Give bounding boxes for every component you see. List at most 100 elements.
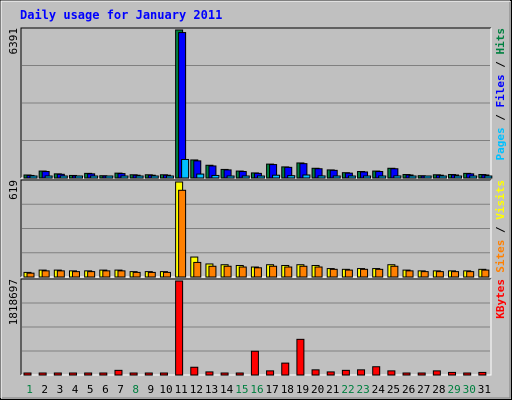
bar-pages-day-30 bbox=[469, 175, 478, 179]
day-label-5: 5 bbox=[87, 383, 94, 396]
bar-kbytes-day-12 bbox=[190, 366, 199, 376]
bar-sites-day-21 bbox=[329, 268, 338, 278]
bar-sites-day-28 bbox=[435, 271, 444, 278]
bar-sites-day-26 bbox=[405, 270, 414, 278]
bar-kbytes-day-18 bbox=[281, 362, 290, 376]
chart-title: Daily usage for January 2011 bbox=[20, 8, 222, 22]
bar-sites-day-16 bbox=[253, 267, 262, 278]
bar-kbytes-day-16 bbox=[250, 350, 259, 376]
bar-pages-day-27 bbox=[423, 175, 432, 179]
bar-pages-day-13 bbox=[211, 174, 220, 179]
day-label-23: 23 bbox=[357, 383, 370, 396]
bar-pages-day-23 bbox=[363, 175, 372, 179]
bar-pages-day-8 bbox=[135, 175, 144, 179]
bar-sites-day-13 bbox=[208, 265, 217, 278]
bar-pages-day-10 bbox=[165, 175, 174, 179]
day-label-27: 27 bbox=[417, 383, 430, 396]
bar-sites-day-22 bbox=[344, 269, 353, 278]
legend-item: Files bbox=[494, 74, 507, 107]
bar-pages-day-31 bbox=[484, 175, 493, 179]
bar-sites-day-31 bbox=[481, 269, 490, 278]
bar-sites-day-9 bbox=[147, 271, 156, 278]
day-label-17: 17 bbox=[266, 383, 279, 396]
legend-item: / bbox=[494, 220, 507, 240]
day-label-9: 9 bbox=[148, 383, 155, 396]
bar-pages-day-18 bbox=[287, 175, 296, 179]
bar-kbytes-day-24 bbox=[372, 366, 381, 376]
bar-sites-day-23 bbox=[360, 268, 369, 278]
panel-hits-files-pages-legend: Pages / Files / Hits bbox=[494, 28, 507, 161]
day-label-20: 20 bbox=[311, 383, 324, 396]
bar-sites-day-7 bbox=[117, 270, 126, 278]
bar-sites-day-27 bbox=[420, 271, 429, 278]
panel-visits-sites-max-label: 619 bbox=[7, 180, 20, 200]
bar-sites-day-24 bbox=[375, 268, 384, 278]
bar-kbytes-day-30 bbox=[463, 372, 472, 376]
day-label-16: 16 bbox=[250, 383, 263, 396]
day-label-12: 12 bbox=[190, 383, 203, 396]
bar-sites-day-12 bbox=[193, 261, 202, 278]
panel-visits-sites-border-top bbox=[20, 179, 491, 277]
day-label-25: 25 bbox=[387, 383, 400, 396]
legend-item: / bbox=[494, 55, 507, 75]
bar-kbytes-day-4 bbox=[68, 372, 77, 376]
bar-sites-day-29 bbox=[451, 271, 460, 278]
bar-kbytes-day-20 bbox=[311, 369, 320, 376]
bar-kbytes-day-21 bbox=[326, 371, 335, 376]
bar-sites-day-14 bbox=[223, 265, 232, 278]
bar-sites-day-5 bbox=[87, 271, 96, 278]
bar-pages-day-26 bbox=[408, 175, 417, 179]
day-label-31: 31 bbox=[478, 383, 491, 396]
bar-kbytes-day-22 bbox=[341, 369, 350, 376]
bar-kbytes-day-28 bbox=[432, 370, 441, 376]
bar-kbytes-day-13 bbox=[205, 371, 214, 376]
day-label-4: 4 bbox=[72, 383, 79, 396]
bar-kbytes-day-15 bbox=[235, 372, 244, 376]
bar-pages-day-3 bbox=[59, 175, 68, 179]
legend-item: Pages bbox=[494, 127, 507, 160]
bar-pages-day-12 bbox=[196, 173, 205, 179]
bar-sites-day-6 bbox=[102, 270, 111, 278]
bar-sites-day-20 bbox=[314, 266, 323, 278]
bar-kbytes-day-27 bbox=[417, 372, 426, 376]
bar-kbytes-day-29 bbox=[448, 371, 457, 376]
panel-hits-files-pages-max-label: 6391 bbox=[7, 28, 20, 55]
legend-item: / bbox=[494, 108, 507, 128]
frame-highlight bbox=[0, 0, 510, 398]
bar-pages-day-28 bbox=[438, 175, 447, 179]
bar-pages-day-21 bbox=[332, 175, 341, 179]
bar-pages-day-1 bbox=[29, 175, 38, 179]
bar-pages-day-5 bbox=[90, 175, 99, 179]
day-label-11: 11 bbox=[175, 383, 188, 396]
bar-pages-day-19 bbox=[302, 174, 311, 179]
bar-kbytes-day-25 bbox=[387, 370, 396, 376]
legend-item: Visits bbox=[494, 180, 507, 220]
day-label-19: 19 bbox=[296, 383, 309, 396]
bar-files-day-11 bbox=[178, 32, 187, 179]
legend-item: Hits bbox=[494, 28, 507, 55]
day-label-29: 29 bbox=[447, 383, 460, 396]
bar-sites-day-2 bbox=[41, 270, 50, 278]
frame-shadow bbox=[2, 2, 511, 399]
day-label-14: 14 bbox=[220, 383, 234, 396]
bar-kbytes-day-6 bbox=[99, 372, 108, 376]
day-label-7: 7 bbox=[117, 383, 124, 396]
day-label-10: 10 bbox=[159, 383, 172, 396]
bar-sites-day-10 bbox=[162, 271, 171, 278]
bar-kbytes-day-5 bbox=[84, 372, 93, 376]
bar-pages-day-6 bbox=[105, 175, 114, 179]
bar-kbytes-day-7 bbox=[114, 369, 123, 376]
bar-sites-day-4 bbox=[71, 271, 80, 278]
panel-kbytes-max-label: 1818697 bbox=[7, 279, 20, 325]
day-label-1: 1 bbox=[26, 383, 33, 396]
panel-kbytes-legend: KBytes bbox=[494, 279, 507, 319]
day-label-24: 24 bbox=[372, 383, 386, 396]
bar-sites-day-18 bbox=[284, 266, 293, 278]
bar-pages-day-22 bbox=[347, 175, 356, 179]
bar-pages-day-9 bbox=[150, 175, 159, 179]
bar-sites-day-17 bbox=[269, 265, 278, 278]
bar-sites-day-11 bbox=[178, 189, 187, 278]
bar-pages-day-25 bbox=[393, 175, 402, 179]
bar-kbytes-day-31 bbox=[478, 371, 487, 376]
